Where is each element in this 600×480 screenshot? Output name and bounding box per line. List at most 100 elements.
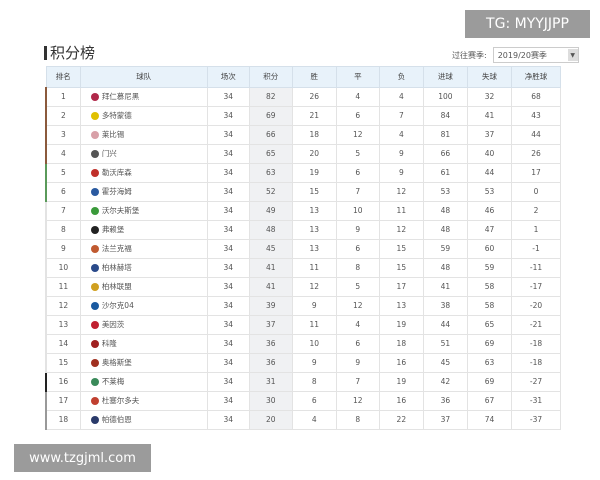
stat-cell: 69 xyxy=(466,334,512,354)
rank-cell: 16 xyxy=(44,372,81,392)
stat-cell: 36 xyxy=(422,391,468,411)
team-logo-icon xyxy=(90,169,99,177)
stat-cell: 5 xyxy=(335,277,380,297)
stat-cell: 44 xyxy=(422,315,468,335)
rank-cell: 17 xyxy=(44,391,81,411)
team-logo-icon xyxy=(90,283,99,291)
chevron-down-icon[interactable]: ▼ xyxy=(567,49,578,61)
team-name[interactable]: 科隆 xyxy=(101,339,117,348)
stat-cell: 65 xyxy=(248,144,293,164)
stat-cell: 22 xyxy=(378,410,424,430)
stat-cell: 31 xyxy=(248,372,293,392)
column-header[interactable]: 平 xyxy=(335,66,380,88)
stat-cell: 45 xyxy=(248,239,293,259)
stat-cell: 43 xyxy=(510,106,562,126)
stat-cell: 8 xyxy=(335,258,380,278)
stat-cell: 4 xyxy=(378,125,424,145)
stat-cell: 16 xyxy=(378,353,424,373)
stat-cell: 10 xyxy=(291,334,337,354)
team-logo-icon xyxy=(90,226,99,234)
stat-cell: 36 xyxy=(248,334,293,354)
stat-cell: 59 xyxy=(466,258,512,278)
team-name[interactable]: 霍芬海姆 xyxy=(101,187,132,196)
stat-cell: 10 xyxy=(335,201,380,221)
team-name[interactable]: 多特蒙德 xyxy=(101,111,132,120)
team-logo-icon xyxy=(90,207,99,215)
team-name[interactable]: 沃尔夫斯堡 xyxy=(101,206,140,215)
team-name[interactable]: 莱比锡 xyxy=(101,130,125,139)
team-name[interactable]: 柏林赫塔 xyxy=(101,263,132,272)
rank-cell: 3 xyxy=(44,125,81,145)
column-header[interactable]: 球队 xyxy=(79,66,208,88)
rank-cell: 13 xyxy=(44,315,81,335)
stat-cell: 58 xyxy=(466,277,512,297)
stat-cell: -18 xyxy=(510,334,562,354)
team-logo-icon xyxy=(90,397,99,405)
team-name[interactable]: 沙尔克04 xyxy=(101,301,134,310)
column-header[interactable]: 失球 xyxy=(466,66,512,88)
column-header[interactable]: 胜 xyxy=(291,66,337,88)
stat-cell: 49 xyxy=(248,201,293,221)
stat-cell: 12 xyxy=(378,182,424,202)
column-header[interactable]: 进球 xyxy=(422,66,468,88)
season-selector: 过往赛季: 2019/20赛季 ▼ xyxy=(452,47,579,63)
stat-cell: 37 xyxy=(422,410,468,430)
team-name[interactable]: 帕德伯恩 xyxy=(101,415,132,424)
stat-cell: 48 xyxy=(422,201,468,221)
team-name[interactable]: 弗赖堡 xyxy=(101,225,125,234)
stat-cell: 34 xyxy=(206,353,250,373)
team-name[interactable]: 不莱梅 xyxy=(101,377,125,386)
season-dropdown[interactable]: 2019/20赛季 ▼ xyxy=(492,47,579,63)
table-row: 8 弗赖堡 34 48 13 9 12 48 47 1 xyxy=(44,220,562,240)
rank-cell: 6 xyxy=(44,182,81,202)
team-logo-icon xyxy=(90,93,99,101)
stat-cell: 66 xyxy=(248,125,293,145)
team-name[interactable]: 柏林联盟 xyxy=(101,282,132,291)
stat-cell: 7 xyxy=(378,106,424,126)
stat-cell: 34 xyxy=(206,87,250,107)
team-name[interactable]: 法兰克福 xyxy=(101,244,132,253)
team-cell: 科隆 xyxy=(79,334,208,354)
team-name[interactable]: 奥格斯堡 xyxy=(101,358,132,367)
rank-cell: 10 xyxy=(44,258,81,278)
team-cell: 柏林赫塔 xyxy=(79,258,208,278)
title-bar xyxy=(44,45,47,60)
column-header[interactable]: 净胜球 xyxy=(510,66,562,88)
stat-cell: -20 xyxy=(510,296,562,316)
column-header[interactable]: 积分 xyxy=(248,66,293,88)
watermark-top: TG: MYYJJPP xyxy=(465,10,590,38)
stat-cell: 60 xyxy=(466,239,512,259)
stat-cell: 9 xyxy=(291,296,337,316)
rank-cell: 14 xyxy=(44,334,81,354)
table-row: 3 莱比锡 34 66 18 12 4 81 37 44 xyxy=(44,125,562,145)
stat-cell: 44 xyxy=(466,163,512,183)
table-row: 4 门兴 34 65 20 5 9 66 40 26 xyxy=(44,144,562,164)
stat-cell: 58 xyxy=(466,296,512,316)
stat-cell: -18 xyxy=(510,353,562,373)
watermark-bottom: www.tzgjml.com xyxy=(14,444,151,472)
stat-cell: 2 xyxy=(510,201,562,221)
column-header[interactable]: 排名 xyxy=(45,66,81,88)
stat-cell: 12 xyxy=(335,296,380,316)
team-name[interactable]: 拜仁慕尼黑 xyxy=(101,92,140,101)
stat-cell: 34 xyxy=(206,315,250,335)
stat-cell: -17 xyxy=(510,277,562,297)
team-name[interactable]: 美因茨 xyxy=(101,320,125,329)
stat-cell: 5 xyxy=(335,144,380,164)
team-name[interactable]: 勒沃库森 xyxy=(101,168,132,177)
team-name[interactable]: 门兴 xyxy=(101,149,117,158)
team-logo-icon xyxy=(90,378,99,386)
column-header[interactable]: 场次 xyxy=(206,66,250,88)
stat-cell: 15 xyxy=(378,258,424,278)
stat-cell: 9 xyxy=(335,220,380,240)
stat-cell: 68 xyxy=(510,87,562,107)
stat-cell: 8 xyxy=(291,372,337,392)
rank-cell: 2 xyxy=(44,106,81,126)
stat-cell: 11 xyxy=(378,201,424,221)
column-header[interactable]: 负 xyxy=(378,66,424,88)
team-logo-icon xyxy=(90,112,99,120)
stat-cell: 34 xyxy=(206,201,250,221)
stat-cell: 42 xyxy=(422,372,468,392)
team-name[interactable]: 杜塞尔多夫 xyxy=(101,396,140,405)
stat-cell: -1 xyxy=(510,239,562,259)
